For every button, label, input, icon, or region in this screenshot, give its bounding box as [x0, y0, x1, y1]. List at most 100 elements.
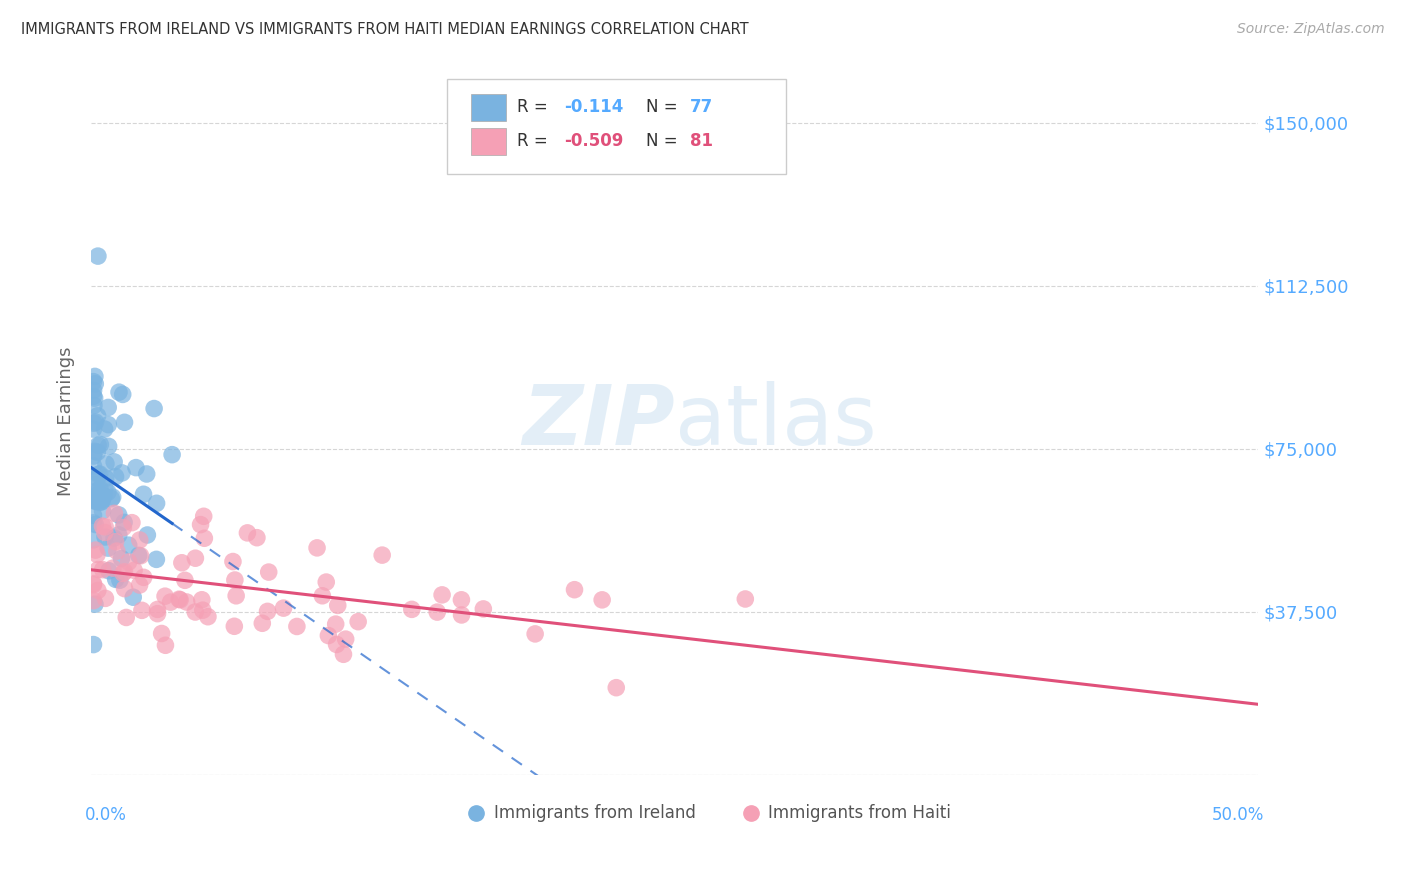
Point	[224, 619, 246, 633]
Point	[184, 551, 207, 566]
Text: N =: N =	[645, 98, 682, 116]
Point	[401, 602, 423, 616]
Point	[146, 607, 169, 621]
Point	[107, 508, 129, 522]
Point	[564, 582, 586, 597]
Point	[82, 516, 104, 530]
Point	[97, 485, 120, 500]
Point	[426, 605, 449, 619]
Point	[325, 617, 347, 632]
Point	[246, 531, 269, 545]
Point	[273, 601, 295, 615]
Point	[122, 563, 145, 577]
Point	[222, 555, 245, 569]
Text: ZIP: ZIP	[522, 381, 675, 462]
Point	[103, 455, 125, 469]
Point	[145, 496, 167, 510]
Point	[86, 471, 108, 485]
Point	[118, 555, 141, 569]
Point	[256, 604, 278, 618]
Text: Immigrants from Ireland: Immigrants from Ireland	[494, 805, 696, 822]
Point	[84, 543, 107, 558]
Y-axis label: Median Earnings: Median Earnings	[58, 347, 75, 496]
Point	[110, 551, 132, 566]
Point	[145, 552, 167, 566]
Point	[136, 528, 159, 542]
Point	[87, 562, 110, 576]
Text: R =: R =	[517, 132, 553, 150]
Point	[87, 438, 110, 452]
Text: atlas: atlas	[675, 381, 876, 462]
Point	[94, 530, 117, 544]
Point	[326, 599, 349, 613]
Point	[347, 615, 370, 629]
Text: N =: N =	[645, 132, 682, 150]
Point	[170, 556, 193, 570]
Point	[125, 460, 148, 475]
Point	[83, 391, 105, 405]
Point	[104, 469, 127, 483]
Point	[135, 467, 157, 481]
Point	[315, 575, 337, 590]
Point	[257, 565, 280, 579]
Point	[252, 616, 274, 631]
Point	[118, 538, 141, 552]
Point	[591, 592, 613, 607]
Point	[112, 520, 135, 534]
Point	[91, 563, 114, 577]
Point	[82, 458, 104, 473]
Point	[82, 493, 104, 508]
Point	[153, 589, 176, 603]
Point	[101, 490, 124, 504]
Text: 81: 81	[690, 132, 713, 150]
Point	[131, 603, 153, 617]
Point	[150, 626, 173, 640]
Text: 0.0%: 0.0%	[86, 806, 127, 824]
Point	[93, 422, 115, 436]
Point	[86, 548, 108, 562]
Point	[191, 592, 214, 607]
Point	[160, 448, 183, 462]
Point	[103, 507, 125, 521]
Point	[86, 409, 108, 423]
Point	[87, 467, 110, 482]
Point	[115, 610, 138, 624]
Point	[83, 492, 105, 507]
Point	[174, 574, 197, 588]
Point	[225, 589, 247, 603]
Point	[82, 422, 104, 436]
Point	[155, 638, 177, 652]
Point	[159, 595, 181, 609]
Point	[224, 573, 246, 587]
Point	[114, 582, 136, 596]
Point	[82, 508, 104, 523]
FancyBboxPatch shape	[471, 128, 506, 154]
Point	[90, 495, 112, 509]
Point	[84, 597, 107, 611]
Point	[285, 619, 308, 633]
Point	[450, 607, 472, 622]
Text: -0.509: -0.509	[564, 132, 623, 150]
Point	[86, 492, 108, 507]
Point	[97, 541, 120, 555]
Point	[93, 489, 115, 503]
Point	[86, 483, 108, 498]
Point	[83, 369, 105, 384]
Point	[122, 591, 145, 605]
Point	[430, 588, 453, 602]
Point	[236, 525, 259, 540]
Point	[91, 519, 114, 533]
Point	[371, 548, 394, 562]
Point	[129, 549, 152, 563]
Point	[84, 494, 107, 508]
Point	[89, 482, 111, 496]
Point	[112, 516, 135, 530]
Point	[191, 603, 214, 617]
Point	[101, 561, 124, 575]
Point	[82, 375, 104, 389]
Point	[132, 487, 155, 501]
Point	[472, 602, 495, 616]
Point	[91, 492, 114, 507]
Text: 77: 77	[690, 98, 713, 116]
Point	[82, 449, 104, 463]
